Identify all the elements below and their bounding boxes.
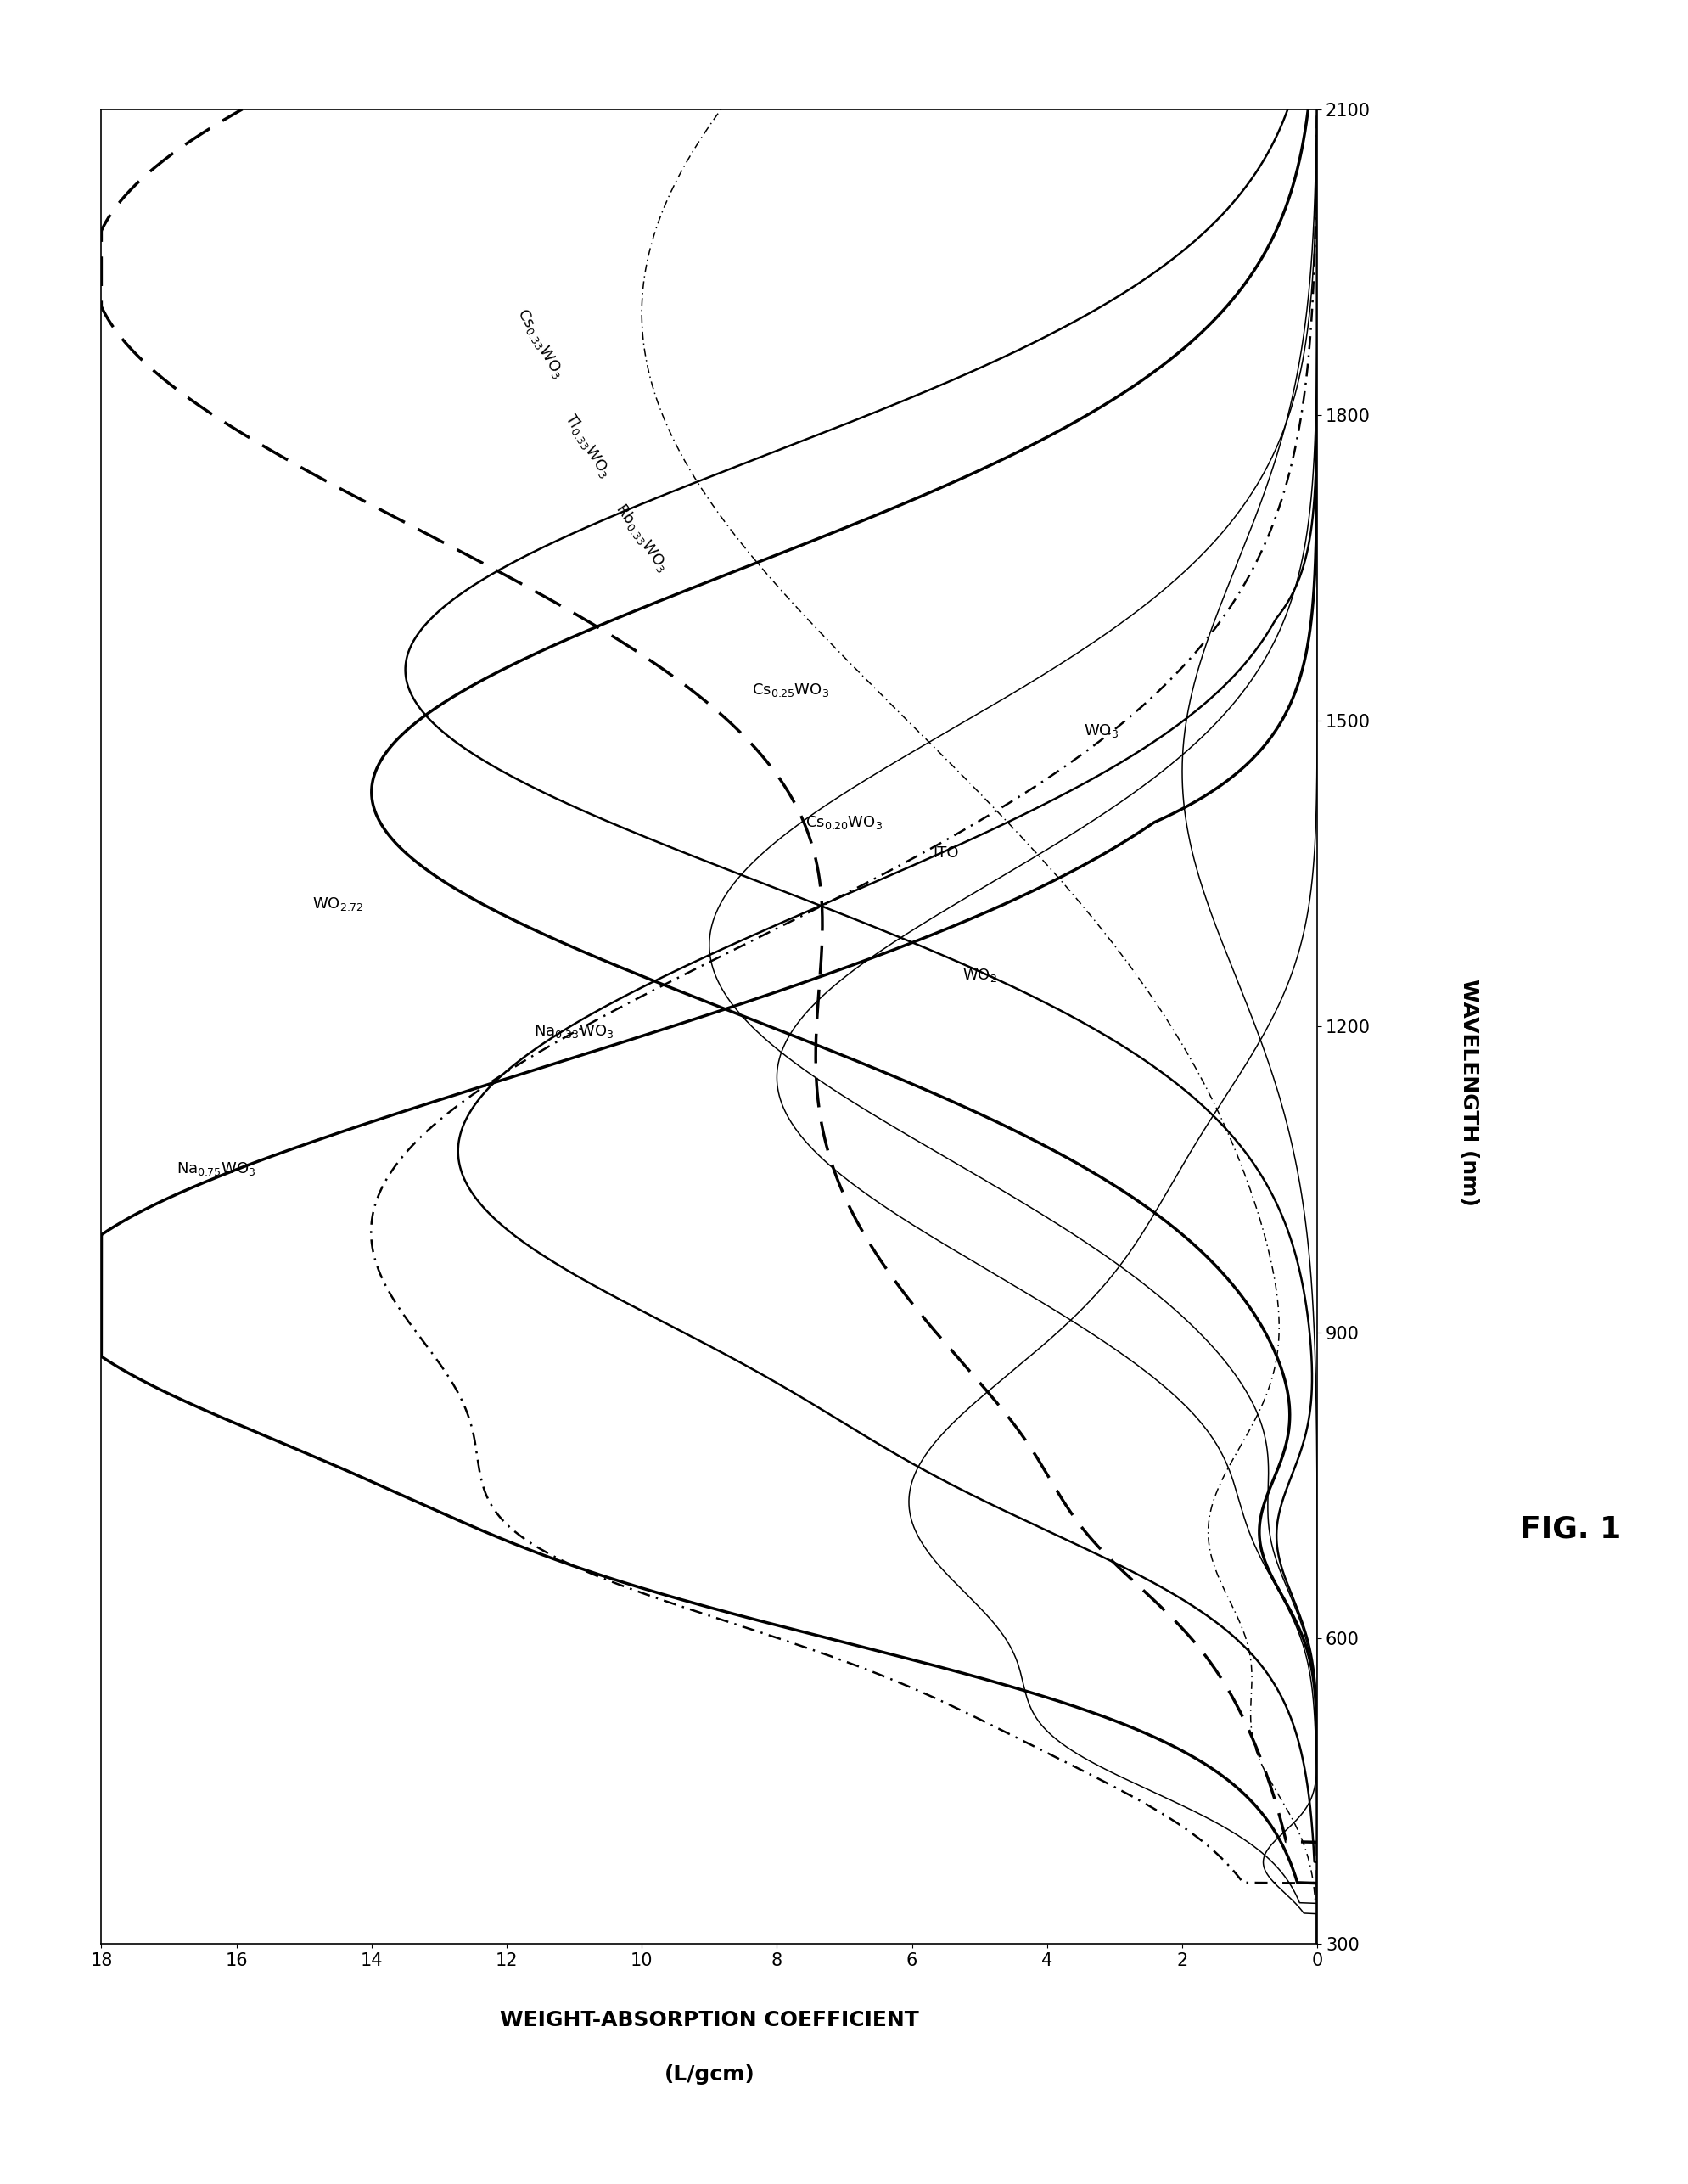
Text: FIG. 1: FIG. 1 [1519,1514,1620,1544]
Text: WAVELENGTH (nm): WAVELENGTH (nm) [1458,978,1479,1206]
Text: ITO: ITO [932,845,959,860]
Text: Na$_{0.75}$WO$_3$: Na$_{0.75}$WO$_3$ [177,1160,255,1177]
Text: (L/gcm): (L/gcm) [663,2064,755,2086]
Text: Rb$_{0.33}$WO$_3$: Rb$_{0.33}$WO$_3$ [611,500,672,574]
Text: WEIGHT-ABSORPTION COEFFICIENT: WEIGHT-ABSORPTION COEFFICIENT [500,2009,918,2031]
Text: Tl$_{0.33}$WO$_3$: Tl$_{0.33}$WO$_3$ [560,411,614,480]
Text: Na$_{0.33}$WO$_3$: Na$_{0.33}$WO$_3$ [533,1022,614,1040]
Text: WO$_3$: WO$_3$ [1084,723,1117,740]
Text: Cs$_{0.25}$WO$_3$: Cs$_{0.25}$WO$_3$ [751,681,829,699]
Text: WO$_{2.72}$: WO$_{2.72}$ [312,895,363,913]
Text: WO$_2$: WO$_2$ [962,968,996,985]
Text: Cs$_{0.33}$WO$_3$: Cs$_{0.33}$WO$_3$ [513,306,567,382]
Text: Cs$_{0.20}$WO$_3$: Cs$_{0.20}$WO$_3$ [805,815,883,832]
